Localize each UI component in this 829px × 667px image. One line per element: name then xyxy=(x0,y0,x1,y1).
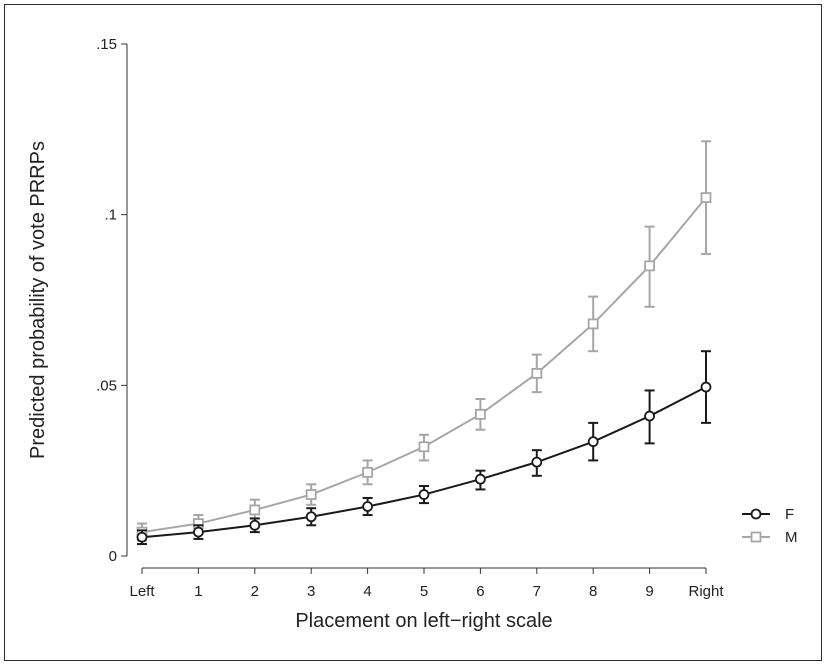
series-line xyxy=(141,386,707,539)
data-point xyxy=(249,504,261,516)
x-tick-label: 2 xyxy=(251,583,259,600)
data-point xyxy=(587,436,599,448)
data-point xyxy=(700,192,712,204)
data-point xyxy=(587,318,599,330)
x-tick-label: Right xyxy=(688,583,724,600)
data-point xyxy=(418,441,430,453)
x-axis-ticks: Left 1 2 3 4 5 6 7 8 9 Right xyxy=(129,568,724,600)
data-point xyxy=(305,489,317,500)
chart-frame xyxy=(4,4,822,661)
legend-marker xyxy=(750,531,762,543)
legend-label: F xyxy=(785,506,794,523)
legend-label: M xyxy=(785,529,798,546)
series-m xyxy=(136,140,712,542)
y-tick-label: 0 xyxy=(109,548,117,565)
data-point xyxy=(305,511,317,523)
legend-item-f: F xyxy=(742,506,794,523)
x-tick-label: 3 xyxy=(307,583,315,600)
x-tick-label: 6 xyxy=(476,583,484,600)
data-point xyxy=(136,531,148,543)
x-tick-label: 9 xyxy=(645,583,653,600)
data-point xyxy=(192,526,204,538)
legend: FM xyxy=(742,506,798,546)
x-tick-label: 4 xyxy=(363,583,371,600)
series-f xyxy=(136,350,712,546)
y-axis-ticks: 0 .05 .1 .15 xyxy=(96,36,127,565)
data-point xyxy=(644,260,655,272)
series-line xyxy=(141,196,707,534)
data-point xyxy=(362,501,374,512)
legend-marker xyxy=(750,508,762,520)
data-point xyxy=(700,381,712,393)
x-tick-label: 5 xyxy=(420,583,428,600)
data-point xyxy=(474,408,486,420)
data-point xyxy=(644,410,655,422)
data-point xyxy=(418,489,430,500)
y-tick-label: .15 xyxy=(96,36,117,53)
data-point xyxy=(531,367,543,379)
x-axis-title: Placement on left−right scale xyxy=(295,610,552,632)
data-point xyxy=(531,456,543,468)
x-tick-label: 7 xyxy=(533,583,541,600)
data-point xyxy=(474,473,486,485)
data-point xyxy=(249,519,261,531)
plot-series xyxy=(136,140,712,546)
y-tick-label: .1 xyxy=(104,207,117,224)
y-tick-label: .05 xyxy=(96,377,117,394)
x-tick-label: 8 xyxy=(589,583,597,600)
legend-item-m: M xyxy=(742,529,798,546)
x-tick-label: Left xyxy=(129,583,155,600)
data-point xyxy=(362,466,374,478)
y-axis-title: Predicted probability of vote PRRPs xyxy=(27,141,49,459)
x-tick-label: 1 xyxy=(194,583,202,600)
